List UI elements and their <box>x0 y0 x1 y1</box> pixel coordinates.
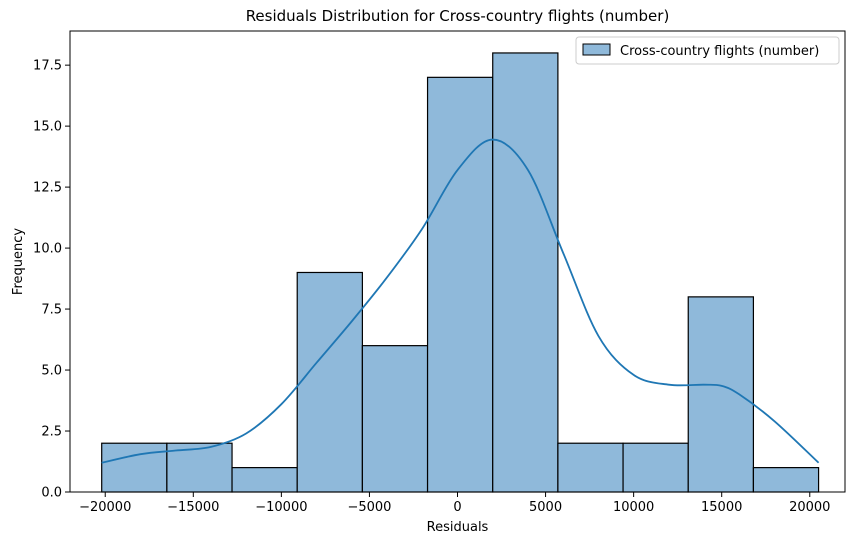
y-tick-label: 17.5 <box>33 59 62 74</box>
histogram-bar-0 <box>101 442 168 493</box>
x-axis-ticks: −20000 −15000 −10000 −5000 0 5000 10000 15000 20… <box>79 492 830 515</box>
plot-frame <box>69 30 846 493</box>
x-axis-label: Residuals <box>427 520 489 535</box>
histogram-bar-2 <box>231 467 298 493</box>
y-tick-label: 7.5 <box>41 303 62 318</box>
y-tick-label: 10.0 <box>33 242 62 257</box>
y-axis-ticks: 0.0 2.5 5.0 7.5 10.0 12.5 15.0 17.5 <box>33 59 70 501</box>
bars-group <box>101 52 820 493</box>
histogram-bar-1 <box>166 442 233 493</box>
legend-box <box>575 36 840 65</box>
histogram-bar-3 <box>296 271 363 493</box>
histogram-bar-5 <box>426 76 494 493</box>
x-tick-label: 20000 <box>789 500 830 515</box>
kde-group <box>101 138 820 464</box>
x-tick-label: 15000 <box>701 500 742 515</box>
histogram-bar-8 <box>622 442 689 493</box>
histogram-bar-6 <box>492 52 559 493</box>
x-tick-label: 10000 <box>613 500 654 515</box>
y-tick-label: 12.5 <box>33 181 62 196</box>
y-tick-label: 0.0 <box>41 486 62 501</box>
x-tick-label: 0 <box>453 500 461 515</box>
y-tick-label: 2.5 <box>41 425 62 440</box>
y-axis-label: Frequency <box>11 228 26 295</box>
histogram-bar-10 <box>752 467 820 493</box>
chart-title: Residuals Distribution for Cross-country… <box>246 7 670 25</box>
legend-swatch <box>582 43 611 56</box>
x-tick-label: −5000 <box>347 500 391 515</box>
legend: Cross-country flights (number) <box>575 36 840 65</box>
kde-line <box>101 138 820 464</box>
histogram-bar-4 <box>361 345 429 493</box>
x-tick-label: 5000 <box>529 500 562 515</box>
y-tick-label: 15.0 <box>33 120 62 135</box>
y-tick-label: 5.0 <box>41 364 62 379</box>
x-tick-label: −10000 <box>255 500 307 515</box>
histogram-bar-7 <box>557 442 624 493</box>
x-tick-label: −20000 <box>79 500 131 515</box>
legend-label: Cross-country flights (number) <box>620 44 819 59</box>
x-tick-label: −15000 <box>167 500 219 515</box>
histogram-bar-9 <box>687 296 755 493</box>
